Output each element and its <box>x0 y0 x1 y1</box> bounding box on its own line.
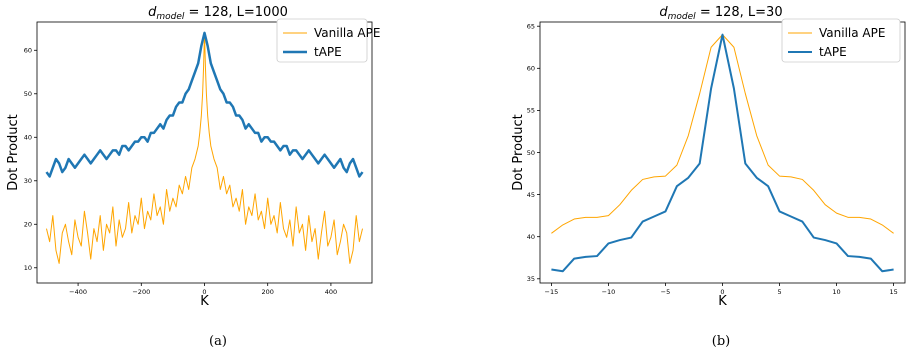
legend-entry: tAPE <box>314 45 342 59</box>
y-tick-label: 65 <box>527 23 535 31</box>
y-tick-label: 60 <box>527 65 535 73</box>
y-tick-label: 40 <box>527 233 535 241</box>
y-tick-label: 30 <box>24 177 32 185</box>
figure-caption: (a) <box>209 334 227 349</box>
chart-title: dmodel = 128, L=1000 <box>148 5 288 22</box>
x-tick-label: 0 <box>202 288 206 296</box>
series-line-tape <box>45 31 364 178</box>
chart-panel-1: −15 −10 −5 0 5 10 15 35 40 45 50 55 60 65 K Dot Product… <box>511 5 906 349</box>
series-line-tape <box>551 33 894 273</box>
x-tick-label: 5 <box>777 288 781 296</box>
title-variable: d <box>659 5 668 20</box>
y-tick-label: 45 <box>527 191 535 199</box>
x-tick-label: 10 <box>832 288 840 296</box>
title-variable: d <box>148 5 157 20</box>
title-rest: = 128, L=30 <box>696 5 783 20</box>
series-line-vanilla-ape <box>45 32 364 264</box>
x-axis-label: K <box>200 294 209 309</box>
x-tick-label: −200 <box>132 288 150 296</box>
x-tick-label: −10 <box>602 288 616 296</box>
legend: Vanilla APE tAPE <box>276 18 380 63</box>
y-tick-label: 60 <box>24 47 32 55</box>
y-axis-label: Dot Product <box>6 114 21 191</box>
y-axis-label: Dot Product <box>511 114 526 191</box>
legend-entry: Vanilla APE <box>314 26 380 40</box>
x-tick-label: 15 <box>889 288 897 296</box>
chart-title: dmodel = 128, L=30 <box>659 5 782 22</box>
x-tick-label: −5 <box>661 288 671 296</box>
legend: Vanilla APE tAPE <box>781 18 901 63</box>
title-subscript: model <box>156 12 185 22</box>
y-tick-label: 10 <box>24 264 32 272</box>
title-rest: = 128, L=1000 <box>184 5 287 20</box>
x-tick-label: −15 <box>545 288 559 296</box>
y-tick-label: 50 <box>527 149 535 157</box>
figure-caption: (b) <box>712 334 730 349</box>
x-tick-label: −400 <box>69 288 87 296</box>
x-tick-label: 400 <box>325 288 337 296</box>
legend-entry: tAPE <box>819 45 847 59</box>
y-tick-label: 35 <box>527 275 535 283</box>
chart-panel-0: −400 −200 0 200 400 10 20 30 40 50 60 K Dot Product d… <box>6 5 380 349</box>
y-tick-label: 40 <box>24 134 32 142</box>
legend-entry: Vanilla APE <box>819 26 885 40</box>
title-subscript: model <box>668 12 697 22</box>
series-line-vanilla-ape <box>551 34 894 234</box>
x-axis-label: K <box>718 294 727 309</box>
y-tick-label: 50 <box>24 90 32 98</box>
x-tick-label: 0 <box>720 288 724 296</box>
x-tick-label: 200 <box>261 288 273 296</box>
y-tick-label: 20 <box>24 221 32 229</box>
y-tick-label: 55 <box>527 107 535 115</box>
